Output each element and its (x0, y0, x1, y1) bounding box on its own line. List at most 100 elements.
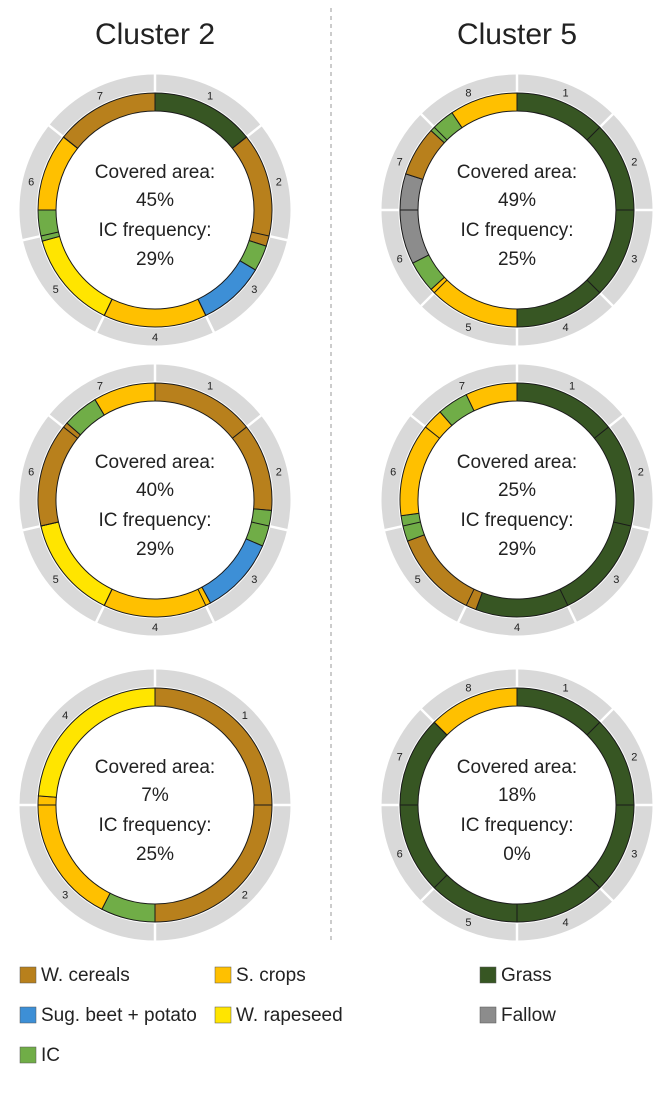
year-boundary (586, 279, 601, 294)
year-label: 5 (465, 322, 471, 334)
year-divider (607, 413, 625, 429)
center-label: Covered area: (95, 162, 215, 183)
year-divider (245, 123, 263, 139)
ic-frequency: 0% (503, 844, 531, 865)
year-label: 1 (563, 88, 569, 100)
year-label: 4 (152, 332, 158, 344)
year-label: 1 (569, 380, 575, 392)
year-divider (268, 234, 289, 242)
year-divider (245, 413, 263, 429)
year-divider (630, 524, 651, 532)
year-divider (456, 604, 468, 624)
center-label: IC frequency: (99, 815, 212, 836)
year-label: 1 (242, 710, 248, 722)
year-boundary (251, 521, 270, 527)
year-label: 6 (397, 254, 403, 266)
year-divider (409, 413, 427, 429)
year-boundary (40, 521, 59, 527)
covered-area: 45% (136, 190, 174, 211)
cluster-title: Cluster 2 (95, 18, 215, 51)
year-divider (598, 291, 615, 308)
ic-frequency: 29% (498, 539, 536, 560)
year-divider (47, 123, 65, 139)
covered-area: 25% (498, 480, 536, 501)
legend-label: Sug. beet + potato (41, 1005, 197, 1026)
year-boundary (613, 521, 632, 527)
crop-segment (37, 687, 156, 798)
year-label: 1 (207, 90, 213, 102)
year-label: 4 (563, 322, 569, 334)
year-boundary (197, 298, 207, 316)
year-divider (47, 413, 65, 429)
year-divider (419, 112, 436, 129)
year-divider (598, 886, 615, 903)
year-boundary (433, 874, 448, 889)
year-label: 3 (613, 574, 619, 586)
year-label: 2 (242, 890, 248, 902)
center-label: Covered area: (457, 162, 577, 183)
year-boundary (103, 588, 113, 606)
year-divider (566, 604, 578, 624)
legend-label: IC (41, 1045, 60, 1066)
year-label: 4 (563, 917, 569, 929)
legend-swatch (214, 1006, 232, 1024)
covered-area: 7% (141, 785, 169, 806)
year-boundary (586, 721, 601, 736)
year-label: 6 (28, 177, 34, 189)
year-divider (21, 234, 42, 242)
year-boundary (433, 126, 448, 141)
year-divider (598, 707, 615, 724)
year-label: 7 (397, 156, 403, 168)
year-label: 7 (97, 380, 103, 392)
center-label: Covered area: (95, 757, 215, 778)
ic-frequency: 25% (498, 249, 536, 270)
covered-area: 40% (136, 480, 174, 501)
year-boundary (559, 588, 569, 606)
year-label: 6 (28, 467, 34, 479)
crop-segment (103, 298, 207, 328)
year-divider (419, 707, 436, 724)
year-divider (94, 314, 106, 334)
year-boundary (197, 588, 207, 606)
year-label: 4 (62, 710, 68, 722)
year-divider (383, 524, 404, 532)
year-divider (268, 524, 289, 532)
year-label: 6 (397, 849, 403, 861)
year-boundary (63, 426, 78, 439)
year-label: 4 (152, 622, 158, 634)
year-label: 7 (397, 751, 403, 763)
year-boundary (465, 588, 475, 606)
year-label: 3 (62, 890, 68, 902)
year-boundary (251, 231, 270, 237)
year-boundary (586, 874, 601, 889)
year-label: 7 (97, 90, 103, 102)
legend-swatch (19, 1046, 37, 1064)
year-boundary (594, 426, 609, 439)
legend-label: S. crops (236, 965, 306, 986)
year-boundary (103, 298, 113, 316)
year-label: 3 (631, 254, 637, 266)
year-label: 8 (465, 683, 471, 695)
center-label: IC frequency: (461, 815, 574, 836)
year-boundary (63, 136, 78, 149)
year-boundary (402, 521, 421, 527)
center-label: IC frequency: (99, 510, 212, 531)
crop-segment (399, 687, 635, 923)
legend-swatch (479, 966, 497, 984)
legend-swatch (19, 966, 37, 984)
legend-swatch (479, 1006, 497, 1024)
year-label: 3 (251, 284, 257, 296)
covered-area: 49% (498, 190, 536, 211)
legend-label: W. cereals (41, 965, 130, 986)
center-label: Covered area: (95, 452, 215, 473)
year-divider (204, 604, 216, 624)
year-divider (419, 291, 436, 308)
legend-label: Fallow (501, 1005, 556, 1026)
center-label: Covered area: (457, 757, 577, 778)
year-boundary (433, 279, 448, 294)
legend-label: W. rapeseed (236, 1005, 343, 1026)
year-label: 2 (276, 177, 282, 189)
year-label: 2 (638, 467, 644, 479)
year-label: 5 (415, 574, 421, 586)
year-label: 4 (514, 622, 520, 634)
